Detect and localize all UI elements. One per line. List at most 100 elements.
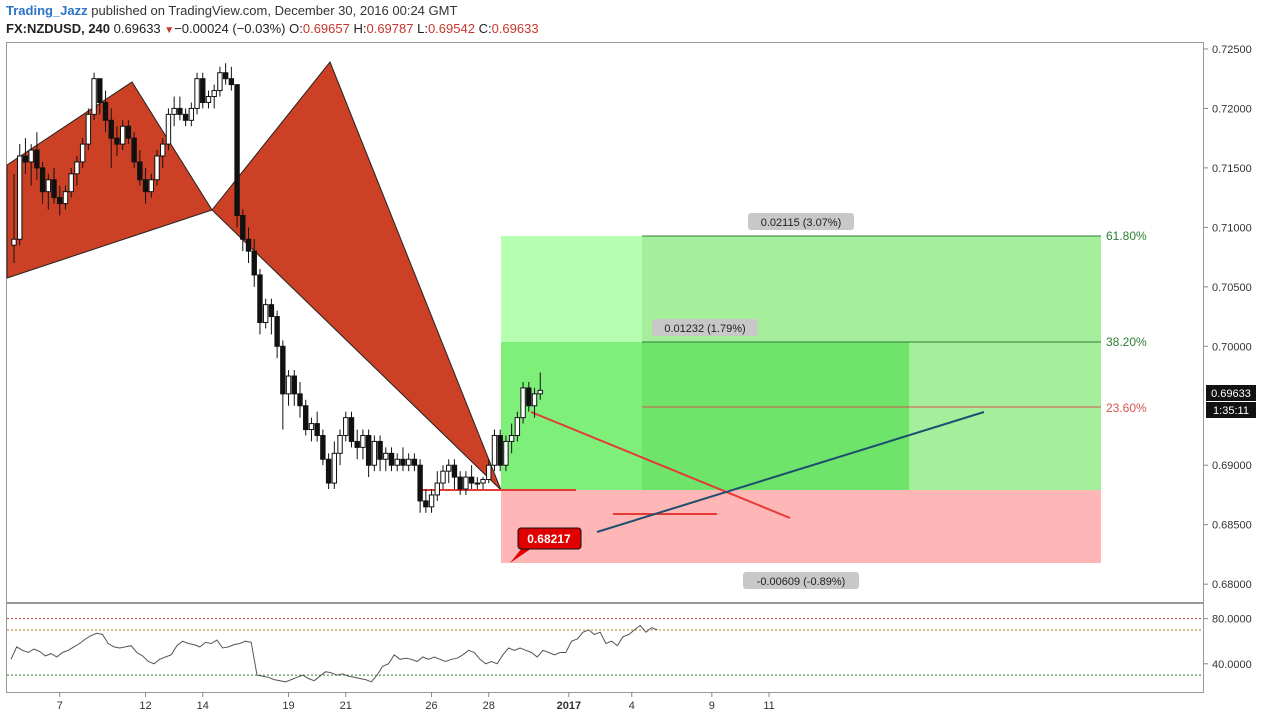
candle-body — [102, 101, 109, 121]
candle-body — [188, 107, 195, 121]
candle-body — [154, 155, 160, 181]
pattern-bcd-triangle — [211, 61, 502, 491]
rsi-tick-label: 80.0000 — [1212, 614, 1252, 626]
candle-body — [17, 155, 23, 240]
candle-body — [320, 434, 326, 460]
candle-body — [79, 143, 86, 163]
candle-body — [405, 458, 412, 466]
main-pane-frame — [6, 42, 1204, 603]
candle-body — [125, 125, 132, 139]
close-value: 0.69633 — [491, 21, 539, 36]
candle-body — [34, 149, 40, 169]
candle-body — [337, 434, 343, 454]
candle-body — [28, 149, 34, 163]
candle-body — [360, 434, 366, 448]
candle-body — [388, 452, 395, 466]
candle-body — [200, 78, 206, 103]
candle-body — [537, 389, 543, 395]
candle-body — [251, 250, 257, 276]
x-tick-label: 9 — [709, 700, 715, 712]
candle-body — [531, 393, 538, 407]
y-tick-label: 0.70000 — [1212, 341, 1252, 353]
countdown-tag-text: 1:35:11 — [1213, 405, 1249, 417]
low-label: L: — [417, 21, 428, 36]
candlesticks — [11, 63, 543, 513]
candle-body — [303, 405, 309, 431]
last-price-tags: 0.69633 1:35:11 — [1206, 385, 1256, 418]
measure-box-mid — [652, 319, 758, 336]
candle-body — [508, 434, 515, 442]
open-label: O: — [289, 21, 303, 36]
time-axis[interactable]: 7 12 14 19 21 26 28 2017 4 9 11 — [57, 692, 775, 712]
candle-body — [222, 72, 229, 80]
low-value: 0.69542 — [427, 21, 475, 36]
author-link[interactable]: Trading_Jazz — [6, 3, 88, 18]
candle-body — [85, 113, 92, 145]
candle-body — [182, 113, 189, 121]
candle-body — [228, 78, 235, 86]
zone-loss — [501, 490, 1101, 563]
candle-body — [434, 482, 440, 496]
candle-body — [171, 107, 177, 115]
candle-body — [428, 494, 435, 508]
candle-body — [131, 137, 137, 163]
candle-body — [57, 197, 63, 205]
candle-body — [114, 137, 120, 145]
trendlines[interactable] — [420, 411, 985, 533]
candle-body — [394, 458, 400, 466]
candle-body — [97, 78, 103, 103]
y-tick-label: 0.72500 — [1212, 44, 1252, 56]
candle-body — [39, 167, 46, 193]
candle-body — [468, 476, 475, 484]
countdown-tag — [1206, 402, 1256, 418]
harmonic-pattern[interactable] — [6, 61, 502, 491]
x-tick-label: 2017 — [557, 700, 581, 712]
last-price: 0.69633 — [113, 21, 161, 36]
candle-body — [74, 161, 80, 175]
candle-body — [62, 191, 69, 205]
ascending-trendline[interactable] — [596, 411, 985, 533]
callout-box — [517, 527, 582, 550]
descending-trendline[interactable] — [530, 411, 791, 519]
close-label: C: — [478, 21, 492, 36]
y-tick-label: 0.72000 — [1212, 103, 1252, 115]
candle-body — [165, 113, 172, 145]
price-change: −0.00024 (−0.03%) — [174, 21, 286, 36]
measure-label-top: 0.02115 (3.07%) — [761, 217, 842, 229]
fib-label-38: 38.20% — [1106, 335, 1147, 349]
rsi-line — [10, 624, 658, 683]
x-tick-label: 7 — [57, 700, 63, 712]
y-tick-label: 0.68000 — [1212, 579, 1252, 591]
candle-body — [497, 434, 503, 466]
y-tick-label: 0.68500 — [1212, 520, 1252, 532]
x-tick-label: 28 — [483, 700, 495, 712]
candle-body — [423, 500, 429, 508]
x-tick-label: 19 — [282, 700, 294, 712]
candle-body — [51, 179, 57, 199]
callout-price: 0.68217 — [527, 532, 571, 546]
fib-labels: 61.80% 38.20% 23.60% — [1106, 229, 1147, 415]
candle-body — [68, 173, 74, 193]
fib-zones — [501, 235, 1101, 563]
x-tick-label: 21 — [340, 700, 352, 712]
candle-body — [45, 179, 52, 193]
candle-body — [480, 478, 486, 484]
candle-body — [142, 179, 149, 193]
candle-body — [262, 304, 269, 324]
measure-label-mid: 0.01232 (1.79%) — [664, 323, 745, 335]
candle-body — [280, 345, 286, 395]
publish-text: published on TradingView.com, December 3… — [91, 3, 458, 18]
x-tick-label: 26 — [425, 700, 437, 712]
down-triangle-icon: ▼ — [164, 25, 175, 36]
candle-body — [217, 72, 223, 92]
high-value: 0.69787 — [366, 21, 414, 36]
candle-body — [491, 434, 498, 466]
candle-body — [137, 161, 143, 181]
candle-body — [308, 423, 315, 431]
x-tick-label: 14 — [197, 700, 209, 712]
measure-box-top — [748, 213, 854, 230]
price-axis[interactable]: 0.72500 0.72000 0.71500 0.71000 0.70500 0.700… — [1203, 44, 1252, 671]
price-callout[interactable]: 0.68217 — [510, 527, 582, 563]
candle-body — [108, 119, 114, 139]
